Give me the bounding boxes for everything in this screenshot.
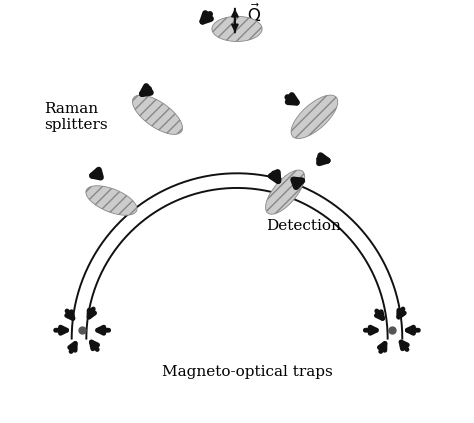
- Ellipse shape: [291, 95, 338, 138]
- Text: Raman
splitters: Raman splitters: [45, 102, 108, 132]
- Ellipse shape: [265, 170, 305, 214]
- Ellipse shape: [212, 16, 262, 41]
- Text: Magneto-optical traps: Magneto-optical traps: [162, 365, 332, 379]
- Text: $\vec{\Omega}$: $\vec{\Omega}$: [247, 3, 262, 25]
- Ellipse shape: [86, 186, 137, 215]
- Text: Detection: Detection: [266, 219, 341, 233]
- Ellipse shape: [132, 95, 182, 135]
